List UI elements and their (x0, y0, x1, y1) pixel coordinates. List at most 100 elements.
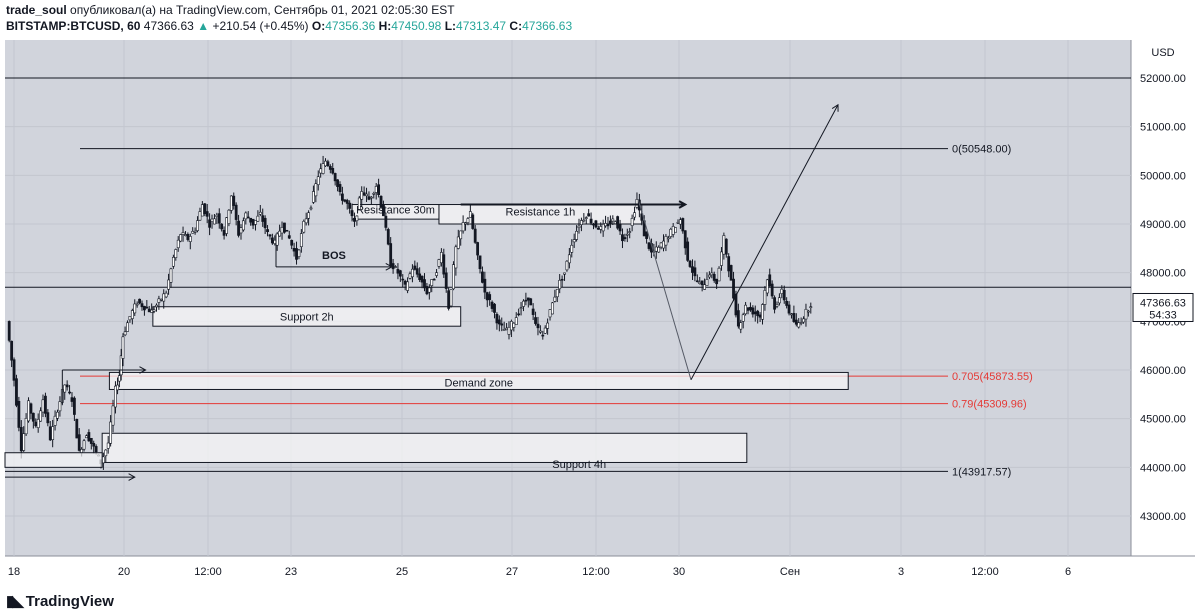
candle-body (616, 216, 620, 229)
candle-body (727, 256, 731, 272)
candle-body (242, 220, 245, 231)
candle-body (546, 322, 550, 329)
candle-body (432, 278, 436, 281)
symbol-label[interactable]: BITSTAMP:BTCUSD, 60 (6, 19, 141, 33)
candle-body (645, 231, 649, 239)
candle-body (778, 297, 781, 304)
candle-body (350, 210, 354, 217)
low-value: 47313.47 (456, 19, 507, 33)
candle-body (140, 303, 144, 308)
candle-body (630, 218, 634, 226)
candle-body (715, 278, 719, 285)
candle-body (488, 294, 492, 300)
x-tick-label: 23 (285, 566, 297, 578)
pivot-arrow-lower-head (128, 473, 136, 481)
candle-body (75, 419, 79, 439)
candle-body (483, 278, 487, 293)
candle-body (507, 326, 511, 335)
candle-body (785, 300, 789, 306)
candle-body (193, 230, 197, 233)
candle-body (662, 240, 665, 249)
candle-body (464, 222, 467, 225)
candle-body (372, 193, 376, 195)
left-support-box (4, 452, 103, 468)
x-tick-label: 6 (1065, 566, 1071, 578)
candle-body (765, 279, 769, 294)
candle-body (611, 218, 615, 222)
open-label: O: (311, 19, 326, 33)
candle-body (72, 397, 76, 415)
candle-body (408, 273, 412, 279)
candle-body (468, 211, 472, 218)
candle-body (621, 234, 624, 242)
candle-body (753, 311, 757, 315)
candle-body (292, 247, 296, 252)
candle-body (239, 227, 243, 234)
candle-body (270, 237, 274, 244)
y-tick-label: 45000.00 (1140, 414, 1186, 426)
candle-body (572, 239, 576, 243)
candle-body (104, 449, 108, 457)
candle-body (360, 191, 364, 200)
candle-body (570, 244, 574, 253)
candle-body (41, 399, 45, 413)
candle-body (338, 184, 342, 193)
candle-body (676, 221, 680, 224)
zone-label: Support 4h (552, 459, 606, 471)
candle-body (712, 274, 716, 281)
candle-body (698, 281, 702, 284)
ohlc-line: BITSTAMP:BTCUSD, 60 47366.63 ▲ +210.54 (… (6, 19, 572, 33)
candle-body (77, 434, 81, 451)
candle-body (133, 303, 137, 314)
author-name[interactable]: trade_soul (6, 3, 67, 17)
candle-body (68, 391, 71, 394)
projection-down (637, 199, 692, 380)
candle-body (53, 415, 57, 426)
candle-body (36, 419, 40, 428)
candle-body (82, 440, 86, 450)
candle-body (756, 310, 760, 317)
candle-body (420, 275, 424, 283)
candle-body (256, 215, 260, 222)
price-chart[interactable]: USD 43000.0044000.0045000.0046000.004700… (0, 36, 1200, 588)
candle-body (39, 410, 42, 422)
x-tick-label: 3 (898, 566, 904, 578)
candle-body (232, 195, 236, 206)
candle-body (654, 246, 658, 252)
x-axis-ticks: 18 20 12:00 23 25 27 12:00 30 Сен 3 12:00 6 (8, 566, 1071, 578)
candle-body (681, 218, 685, 232)
zone-box (108, 371, 849, 390)
candle-body (415, 268, 419, 275)
candle-body (222, 229, 226, 236)
candle-body (461, 222, 465, 232)
candle-body (22, 433, 26, 451)
candle-body (152, 309, 156, 312)
candle-body (806, 310, 810, 313)
candle-body (34, 421, 38, 427)
candle-body (599, 226, 603, 230)
candle-body (65, 384, 69, 388)
candle-body (592, 223, 595, 226)
candle-body (671, 226, 675, 235)
candle-body (485, 292, 489, 301)
tradingview-logo[interactable]: ▮◣ TradingView (6, 592, 114, 611)
candle-body (613, 221, 617, 224)
x-tick-label: 30 (673, 566, 685, 578)
candle-body (584, 217, 588, 219)
candle-body (729, 265, 733, 281)
y-axis-ticks: 43000.0044000.0045000.0046000.0047000.00… (1140, 73, 1186, 523)
candle-body (114, 385, 117, 408)
candle-body (213, 218, 216, 225)
candle-body (493, 303, 496, 313)
candle-body (683, 230, 687, 249)
candles (7, 155, 813, 470)
candle-body (174, 249, 178, 258)
candle-body (51, 426, 55, 440)
candle-body (524, 299, 528, 302)
candle-body (215, 214, 219, 217)
candle-body (497, 319, 501, 325)
candle-body (198, 211, 202, 221)
candle-body (517, 313, 521, 316)
candle-body (188, 236, 192, 242)
candle-body (336, 179, 339, 187)
